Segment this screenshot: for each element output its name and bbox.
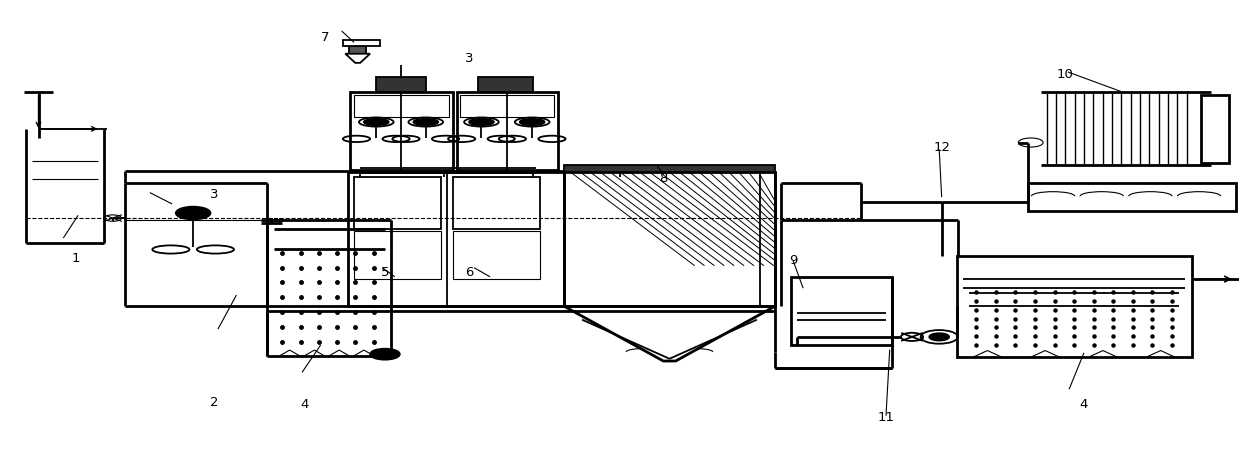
Bar: [1202, 95, 1229, 163]
Polygon shape: [564, 306, 775, 361]
Bar: [456, 93, 558, 170]
Bar: [343, 40, 379, 45]
Text: 6: 6: [465, 266, 474, 279]
Ellipse shape: [469, 119, 494, 125]
Polygon shape: [345, 54, 370, 63]
Text: 8: 8: [660, 172, 667, 185]
Bar: [453, 177, 539, 229]
Bar: [460, 95, 554, 117]
Bar: [477, 76, 533, 93]
Text: 7: 7: [321, 31, 330, 44]
Ellipse shape: [363, 119, 388, 125]
Circle shape: [929, 333, 949, 341]
Bar: [956, 256, 1192, 357]
Text: 9: 9: [789, 254, 797, 267]
Ellipse shape: [520, 119, 544, 125]
Text: 12: 12: [934, 141, 950, 153]
Bar: [564, 165, 775, 172]
Circle shape: [176, 207, 211, 219]
Circle shape: [370, 349, 399, 360]
Bar: [348, 45, 366, 54]
Text: 4: 4: [1080, 398, 1089, 411]
Bar: [353, 95, 449, 117]
Text: 2: 2: [210, 396, 218, 409]
Bar: [347, 172, 564, 306]
Text: 10: 10: [1056, 68, 1074, 81]
Text: 11: 11: [878, 411, 894, 425]
Bar: [353, 231, 440, 279]
Text: 1: 1: [72, 252, 79, 265]
Bar: [350, 93, 453, 170]
Bar: [791, 277, 893, 345]
Text: 3: 3: [210, 188, 218, 202]
Bar: [353, 177, 440, 229]
Text: 4: 4: [300, 398, 309, 411]
Text: 3: 3: [465, 52, 474, 65]
Bar: [564, 172, 775, 306]
Bar: [453, 231, 539, 279]
Ellipse shape: [413, 119, 438, 125]
Bar: [376, 76, 425, 93]
Text: 5: 5: [381, 266, 389, 279]
Bar: [1028, 184, 1236, 211]
